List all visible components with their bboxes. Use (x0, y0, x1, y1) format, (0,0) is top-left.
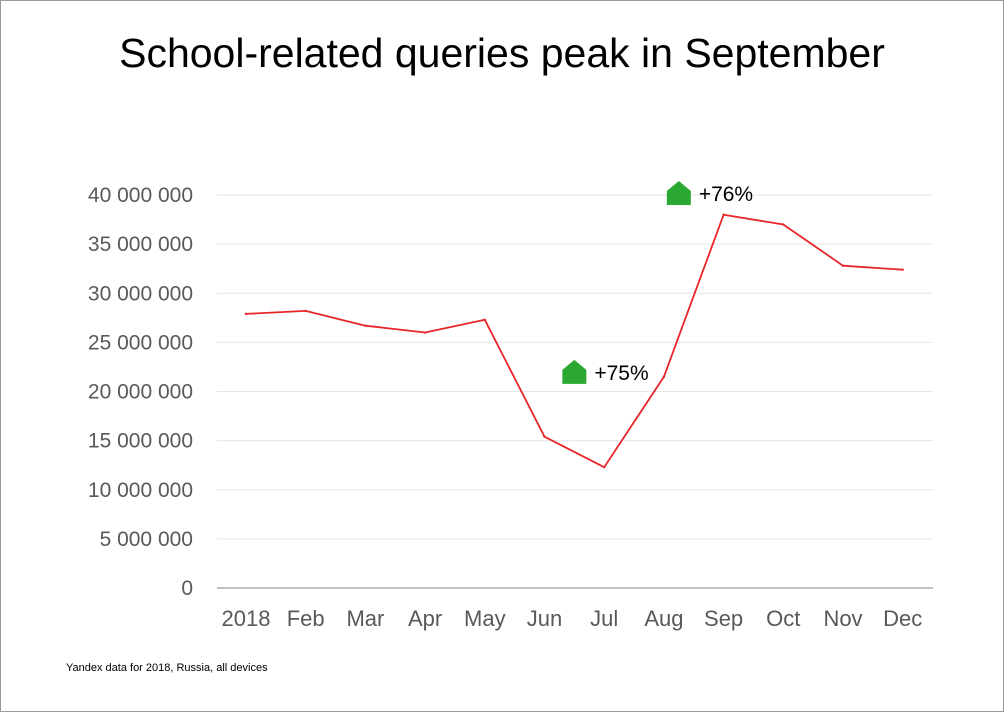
y-tick-label: 35 000 000 (88, 233, 193, 256)
y-tick-label: 20 000 000 (88, 381, 193, 404)
x-tick-label: Jun (527, 606, 562, 631)
x-tick-label: Sep (704, 606, 743, 631)
x-tick-label: 2018 (222, 606, 271, 631)
data-point (662, 375, 666, 378)
data-point (304, 309, 307, 313)
data-point (543, 435, 546, 438)
data-point (423, 331, 427, 334)
y-tick-label: 15 000 000 (88, 430, 193, 453)
y-tick-label: 40 000 000 (88, 184, 193, 207)
x-tick-label: Dec (883, 606, 922, 631)
x-tick-label: Nov (823, 606, 862, 631)
data-point (364, 324, 367, 327)
source-note: Yandex data for 2018, Russia, all device… (66, 662, 268, 674)
y-tick-label: 10 000 000 (88, 479, 193, 502)
up-arrow-icon (562, 359, 587, 384)
annotation-label: +76% (699, 183, 753, 206)
gridlines (217, 194, 933, 540)
y-tick-label: 0 (181, 577, 193, 600)
annotation-label: +75% (594, 362, 648, 385)
y-tick-label: 5 000 000 (100, 528, 193, 551)
x-axis-ticks: 2018 Feb Mar Apr May Jun Jul Aug Sep Oct Nov Dec (222, 606, 923, 631)
x-tick-label: Jul (590, 606, 618, 631)
data-point (483, 318, 486, 321)
x-tick-label: Oct (766, 606, 800, 631)
data-point (603, 465, 606, 469)
y-tick-label: 30 000 000 (88, 282, 193, 305)
annotations: +75% +76% (562, 181, 753, 385)
up-arrow-icon (666, 181, 691, 206)
x-tick-label: Mar (346, 606, 384, 631)
x-tick-label: Aug (644, 606, 683, 631)
data-point (244, 312, 248, 316)
data-point (722, 213, 725, 216)
x-tick-label: Apr (408, 606, 442, 631)
x-tick-label: Feb (287, 606, 325, 631)
y-axis-ticks: 0 5 000 000 10 000 000 15 000 000 20 000 000… (88, 184, 193, 600)
data-point (841, 264, 845, 267)
y-tick-label: 25 000 000 (88, 331, 193, 354)
data-point (901, 268, 904, 271)
x-tick-label: May (464, 606, 506, 631)
series-layer (244, 213, 904, 469)
chart-title: School-related queries peak in September (119, 30, 885, 76)
series-line (245, 213, 903, 469)
data-point (782, 223, 785, 226)
